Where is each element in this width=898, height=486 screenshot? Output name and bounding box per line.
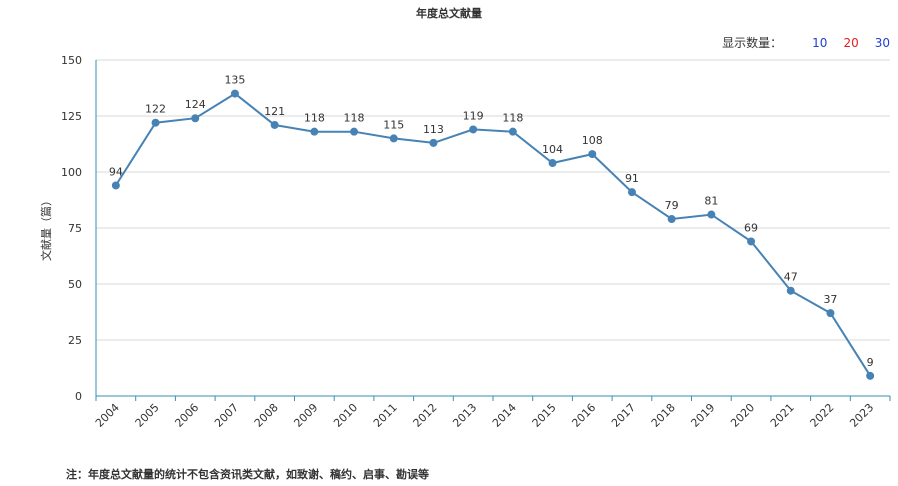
chart-title: 年度总文献量: [416, 7, 482, 20]
data-point: [350, 127, 359, 136]
data-point: [866, 371, 875, 380]
data-point: [667, 215, 676, 224]
data-point: [508, 127, 517, 136]
data-label: 118: [304, 112, 325, 125]
data-point: [826, 309, 835, 318]
grid-lines: [96, 59, 890, 341]
y-tick-label: 150: [61, 54, 82, 67]
data-point: [429, 138, 438, 147]
x-tick-label: 2021: [768, 401, 797, 430]
data-point: [151, 118, 160, 127]
data-label: 69: [744, 221, 758, 234]
y-tick-label: 0: [75, 390, 82, 403]
display-count-option-30[interactable]: 30: [874, 35, 890, 50]
data-point: [191, 114, 200, 123]
data-label: 104: [542, 143, 563, 156]
footnote: 注：年度总文献量的统计不包含资讯类文献，如致谢、稿约、启事、勘误等: [66, 468, 429, 481]
y-axis-label: 文献量（篇）: [39, 195, 53, 261]
x-tick-label: 2022: [808, 401, 837, 430]
x-tick-label: 2018: [649, 401, 678, 430]
x-tick-label: 2006: [172, 401, 201, 430]
data-label: 115: [383, 118, 404, 131]
data-label: 135: [224, 74, 245, 87]
y-tick-label: 100: [61, 166, 82, 179]
data-label: 108: [582, 134, 603, 147]
x-tick-label: 2013: [450, 401, 479, 430]
x-tick-label: 2011: [371, 401, 400, 430]
x-tick-label: 2004: [93, 401, 122, 430]
data-label: 79: [665, 199, 679, 212]
data-point: [707, 210, 716, 219]
x-tick-label: 2012: [411, 401, 440, 430]
data-label: 121: [264, 105, 285, 118]
display-count-control: 显示数量： 10 20 30: [722, 34, 890, 51]
data-label: 9: [867, 356, 874, 369]
x-tick-label: 2007: [212, 401, 241, 430]
data-label: 118: [502, 112, 523, 125]
x-tick-label: 2010: [331, 401, 360, 430]
y-tick-labels: 0 25 50 75 100 125 150: [61, 54, 82, 403]
data-point: [230, 89, 239, 98]
y-tick-label: 25: [68, 334, 82, 347]
y-tick-label: 75: [68, 222, 82, 235]
data-point: [548, 159, 557, 168]
x-tick-label: 2023: [847, 401, 876, 430]
data-point: [389, 134, 398, 143]
data-label: 94: [109, 165, 123, 178]
x-tick-label: 2009: [291, 401, 320, 430]
x-tick-label: 2020: [728, 401, 757, 430]
data-label: 119: [463, 109, 484, 122]
data-label: 124: [185, 98, 206, 111]
x-tick-label: 2017: [609, 401, 638, 430]
x-tick-label: 2005: [133, 401, 162, 430]
data-point: [270, 120, 279, 129]
data-label: 37: [823, 293, 837, 306]
y-tick-label: 125: [61, 110, 82, 123]
x-tick-label: 2014: [490, 401, 519, 430]
data-label: 113: [423, 123, 444, 136]
data-points: [111, 89, 875, 380]
axes: [95, 60, 891, 401]
data-point: [469, 125, 478, 134]
data-point: [310, 127, 319, 136]
display-count-option-10[interactable]: 10: [812, 35, 828, 50]
data-point: [588, 150, 597, 159]
x-tick-label: 2019: [688, 401, 717, 430]
data-label: 81: [704, 195, 718, 208]
data-label: 118: [344, 112, 365, 125]
data-point: [786, 286, 795, 295]
data-point: [747, 237, 756, 246]
data-labels: 94 122 124 135 121 118 118 115 113 119 118 104 108 91…: [109, 74, 874, 369]
data-label: 47: [784, 271, 798, 284]
x-tick-label: 2008: [252, 401, 281, 430]
display-count-option-20[interactable]: 20: [843, 35, 859, 50]
data-point: [111, 181, 120, 190]
x-tick-label: 2016: [569, 401, 598, 430]
y-tick-label: 50: [68, 278, 82, 291]
x-tick-labels: 2004 2005 2006 2007 2008 2009 2010 2011 2012 2013…: [93, 401, 876, 430]
x-tick-label: 2015: [530, 401, 559, 430]
data-point: [627, 188, 636, 197]
display-count-label: 显示数量：: [722, 36, 783, 50]
data-label: 122: [145, 103, 166, 116]
data-label: 91: [625, 172, 639, 185]
series-line: [114, 92, 872, 377]
